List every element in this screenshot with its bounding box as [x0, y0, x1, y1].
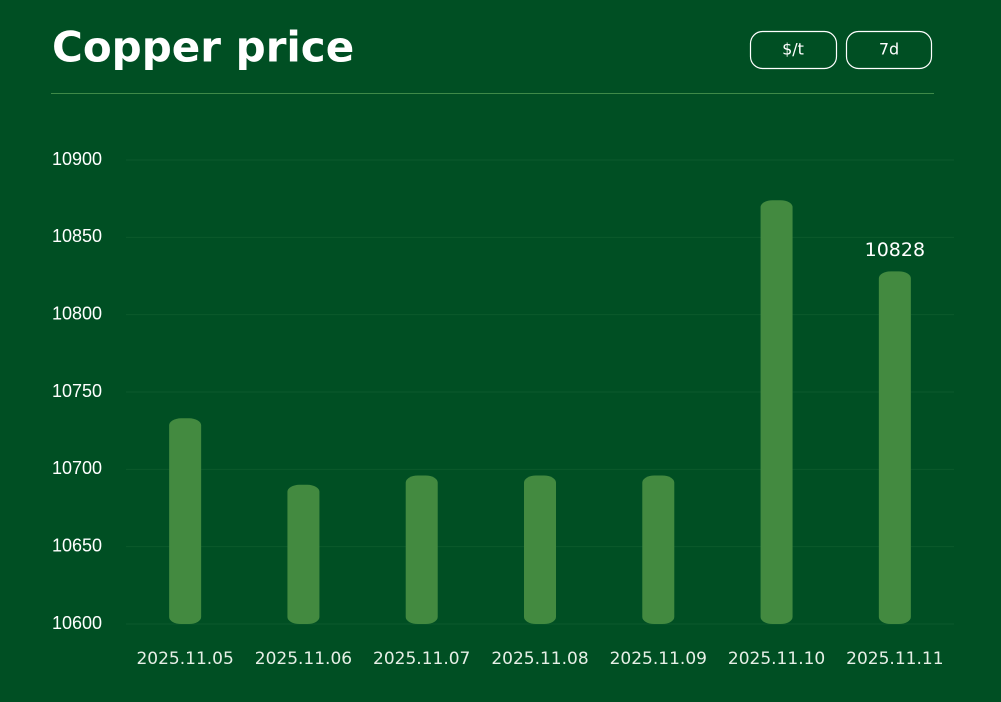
y-tick-label: 10650	[52, 535, 102, 555]
x-tick-label: 2025.11.11	[846, 649, 943, 669]
y-tick-label: 10600	[52, 613, 102, 633]
bar	[642, 475, 675, 624]
bar	[287, 484, 320, 624]
x-tick-label: 2025.11.08	[491, 649, 588, 669]
y-tick-label: 10900	[52, 149, 102, 169]
y-tick-label: 10700	[52, 458, 102, 478]
button-frame[interactable]	[749, 30, 838, 70]
bar	[405, 475, 438, 624]
bar	[760, 200, 793, 625]
button-label[interactable]: 7d	[879, 40, 899, 59]
bar	[524, 475, 556, 624]
chart-title: Copper price	[52, 23, 354, 72]
y-tick-label: 10750	[52, 381, 102, 401]
x-tick-label: 2025.11.05	[136, 649, 233, 669]
y-tick-label: 10800	[52, 303, 102, 323]
y-tick-label: 10850	[52, 226, 102, 246]
button-label[interactable]: $/t	[782, 40, 804, 59]
button-frame[interactable]	[845, 30, 933, 70]
unit-button[interactable]: $/t	[749, 30, 838, 70]
x-tick-label: 2025.11.06	[255, 649, 352, 669]
range-button[interactable]: 7d	[845, 30, 933, 70]
data-label: 10828	[865, 239, 925, 261]
bar	[169, 418, 202, 624]
x-tick-label: 2025.11.09	[610, 649, 707, 669]
bar	[878, 271, 911, 624]
x-tick-label: 2025.11.07	[373, 649, 470, 669]
x-tick-label: 2025.11.10	[728, 649, 825, 669]
